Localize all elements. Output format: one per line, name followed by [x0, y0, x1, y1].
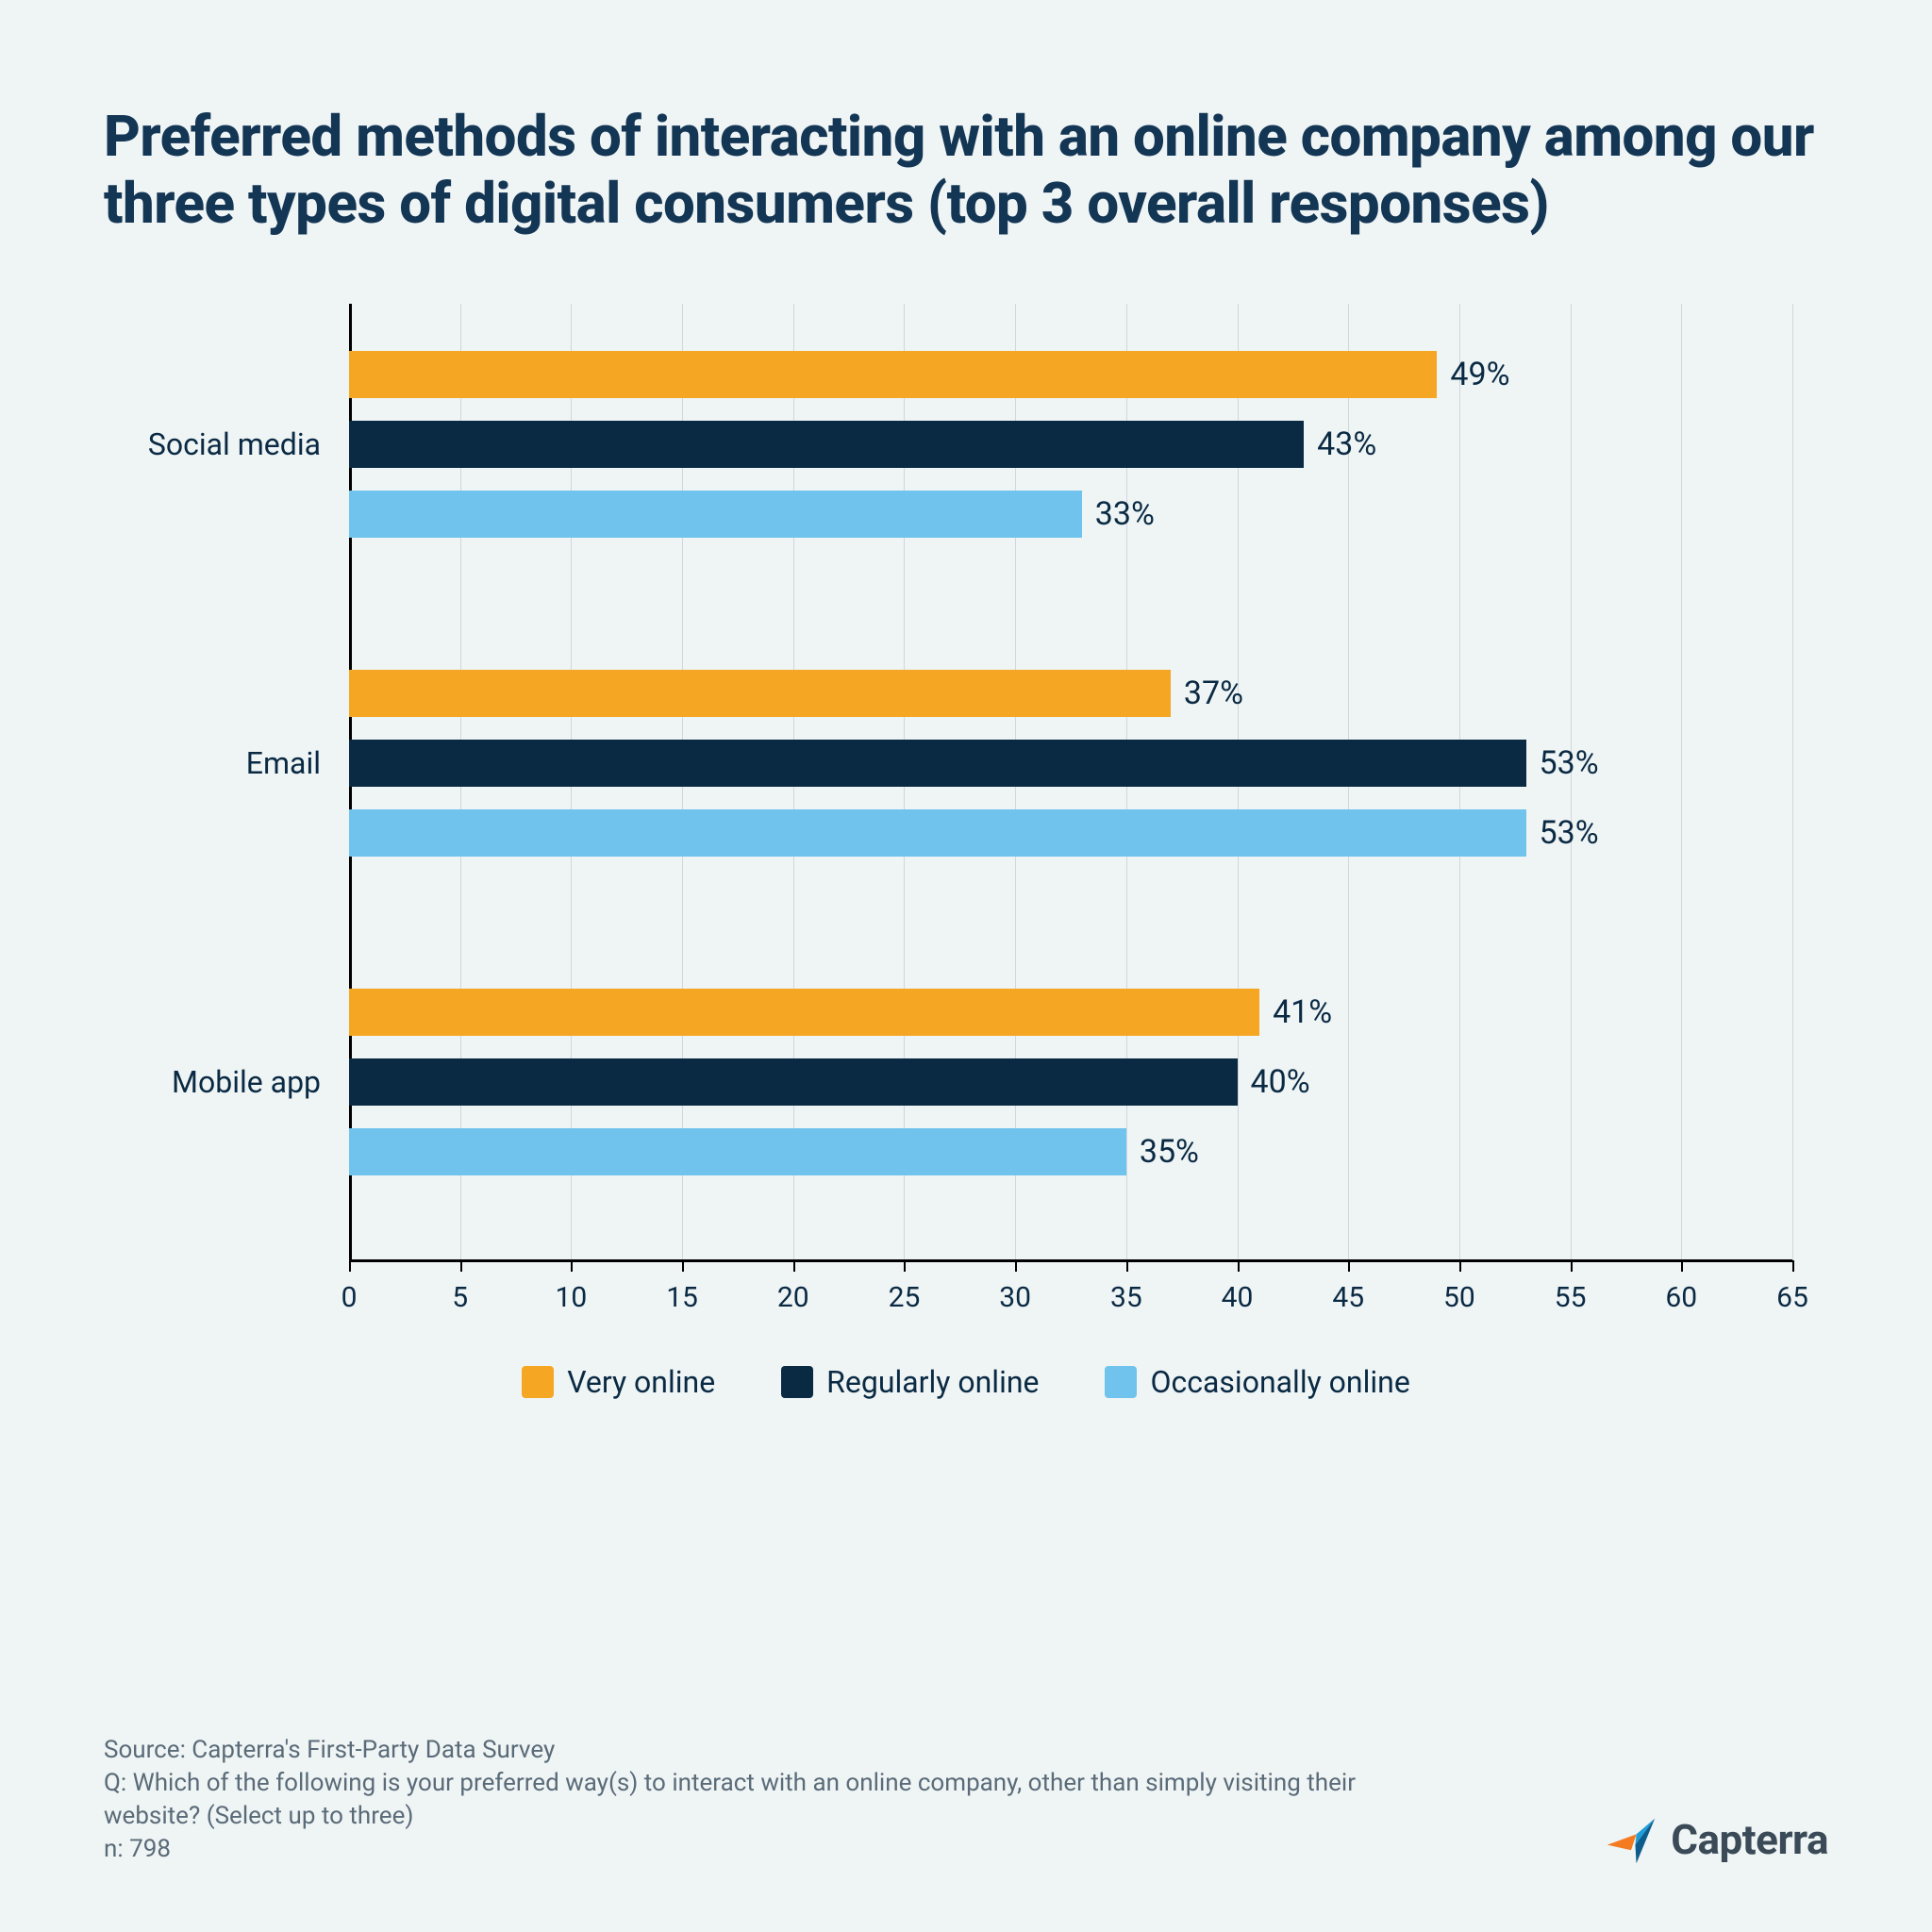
bar: 53%	[349, 740, 1526, 787]
legend-label: Very online	[567, 1364, 715, 1400]
bar: 33%	[349, 491, 1082, 538]
bar-value-label: 40%	[1251, 1063, 1310, 1101]
x-axis	[349, 1259, 1792, 1262]
bar-value-label: 43%	[1317, 425, 1376, 463]
x-tick	[1792, 1260, 1794, 1272]
bar-value-label: 33%	[1095, 495, 1155, 533]
x-tick-label: 40	[1222, 1281, 1254, 1314]
bar-value-label: 37%	[1184, 675, 1243, 712]
gridline	[1571, 304, 1572, 1260]
plot-area: 05101520253035404550556065Social media49…	[349, 304, 1792, 1260]
legend-swatch	[781, 1366, 813, 1398]
bar: 49%	[349, 351, 1437, 398]
bar: 53%	[349, 809, 1526, 857]
bar: 40%	[349, 1058, 1238, 1106]
brand-arrow-icon	[1605, 1813, 1657, 1866]
legend: Very online Regularly online Occasionally …	[104, 1364, 1828, 1400]
bar: 43%	[349, 421, 1304, 468]
category-label: Social media	[148, 426, 321, 462]
footnote-source: Source: Capterra's First-Party Data Surv…	[104, 1734, 1424, 1767]
x-tick-label: 35	[1110, 1281, 1142, 1314]
x-tick-label: 45	[1332, 1281, 1364, 1314]
legend-label: Regularly online	[826, 1364, 1039, 1400]
bar: 37%	[349, 670, 1171, 717]
x-tick-label: 65	[1776, 1281, 1808, 1314]
bar-value-label: 49%	[1450, 356, 1509, 393]
brand-name: Capterra	[1671, 1815, 1828, 1864]
x-tick-label: 15	[666, 1281, 698, 1314]
bar-value-label: 53%	[1540, 814, 1599, 852]
x-tick-label: 0	[341, 1281, 358, 1314]
footnote-n: n: 798	[104, 1833, 1424, 1866]
chart-area: 0 5 10 15 20 25 30 35 40 45 50 55 60 65 Social media 49…	[104, 304, 1828, 1336]
x-tick-label: 60	[1665, 1281, 1697, 1314]
category-label: Email	[246, 745, 321, 781]
legend-item: Very online	[522, 1364, 715, 1400]
bar-value-label: 41%	[1273, 993, 1332, 1031]
legend-label: Occasionally online	[1150, 1364, 1409, 1400]
gridline	[1681, 304, 1682, 1260]
brand: Capterra	[1605, 1813, 1828, 1866]
legend-swatch	[1105, 1366, 1137, 1398]
legend-item: Regularly online	[781, 1364, 1039, 1400]
bar-value-label: 35%	[1140, 1133, 1199, 1171]
x-tick-label: 10	[556, 1281, 588, 1314]
footnote: Source: Capterra's First-Party Data Surv…	[104, 1734, 1424, 1866]
legend-item: Occasionally online	[1105, 1364, 1409, 1400]
x-tick-label: 20	[777, 1281, 809, 1314]
x-tick-label: 50	[1443, 1281, 1475, 1314]
chart-title: Preferred methods of interacting with an…	[104, 104, 1828, 238]
category-label: Mobile app	[172, 1064, 321, 1100]
legend-swatch	[522, 1366, 554, 1398]
bar-value-label: 53%	[1540, 744, 1599, 782]
chart-card: Preferred methods of interacting with an…	[0, 0, 1932, 1932]
footnote-question: Q: Which of the following is your prefer…	[104, 1767, 1424, 1833]
x-tick-label: 55	[1555, 1281, 1587, 1314]
x-tick-label: 30	[999, 1281, 1031, 1314]
x-tick-label: 5	[452, 1281, 468, 1314]
footer: Source: Capterra's First-Party Data Surv…	[104, 1734, 1828, 1866]
x-tick-label: 25	[889, 1281, 921, 1314]
gridline	[1792, 304, 1793, 1260]
bar: 35%	[349, 1128, 1126, 1175]
bar: 41%	[349, 989, 1259, 1036]
